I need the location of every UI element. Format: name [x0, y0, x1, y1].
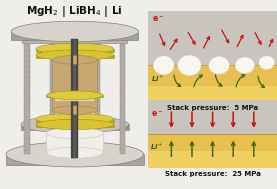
Ellipse shape	[259, 56, 275, 69]
Bar	[77, 39, 78, 157]
Text: Li$^+$: Li$^+$	[150, 142, 164, 152]
Bar	[55, 97, 94, 101]
Bar	[36, 124, 114, 127]
Ellipse shape	[36, 119, 114, 129]
Bar	[22, 37, 127, 43]
Bar	[71, 39, 73, 157]
Ellipse shape	[178, 55, 201, 75]
Ellipse shape	[6, 142, 143, 167]
Bar	[148, 65, 277, 106]
Text: Li$^+$: Li$^+$	[151, 73, 164, 84]
Ellipse shape	[46, 128, 103, 139]
Bar	[148, 134, 277, 168]
Ellipse shape	[52, 106, 97, 115]
Ellipse shape	[55, 94, 94, 100]
Bar	[52, 60, 97, 110]
Text: Stack pressure:  25 MPa: Stack pressure: 25 MPa	[165, 170, 261, 177]
Ellipse shape	[209, 57, 229, 74]
Text: e$^-$: e$^-$	[151, 110, 163, 119]
Ellipse shape	[36, 50, 114, 60]
Text: MgH$_2$ | LiBH$_4$ | Li: MgH$_2$ | LiBH$_4$ | Li	[27, 4, 123, 19]
Text: Stack pressure:  5 MPa: Stack pressure: 5 MPa	[167, 105, 258, 111]
Bar	[148, 151, 277, 168]
Ellipse shape	[153, 56, 174, 75]
Bar	[148, 100, 277, 134]
Bar	[36, 119, 114, 122]
Bar	[24, 36, 30, 154]
Ellipse shape	[46, 147, 103, 158]
Bar	[94, 36, 100, 154]
Bar	[46, 133, 103, 153]
Bar	[46, 95, 103, 97]
Ellipse shape	[46, 91, 103, 100]
Ellipse shape	[52, 56, 97, 64]
Bar	[72, 39, 78, 157]
Ellipse shape	[36, 113, 114, 124]
Bar	[36, 55, 114, 58]
Ellipse shape	[36, 43, 114, 54]
Bar	[120, 36, 125, 154]
Bar	[36, 49, 114, 52]
Bar	[148, 86, 277, 106]
Ellipse shape	[21, 116, 129, 133]
Ellipse shape	[11, 21, 138, 42]
Bar	[21, 124, 129, 130]
Bar	[148, 11, 277, 65]
Bar	[6, 154, 143, 165]
Bar	[50, 36, 55, 154]
Ellipse shape	[235, 57, 255, 74]
Bar	[11, 32, 138, 40]
Text: e$^-$: e$^-$	[152, 15, 164, 24]
